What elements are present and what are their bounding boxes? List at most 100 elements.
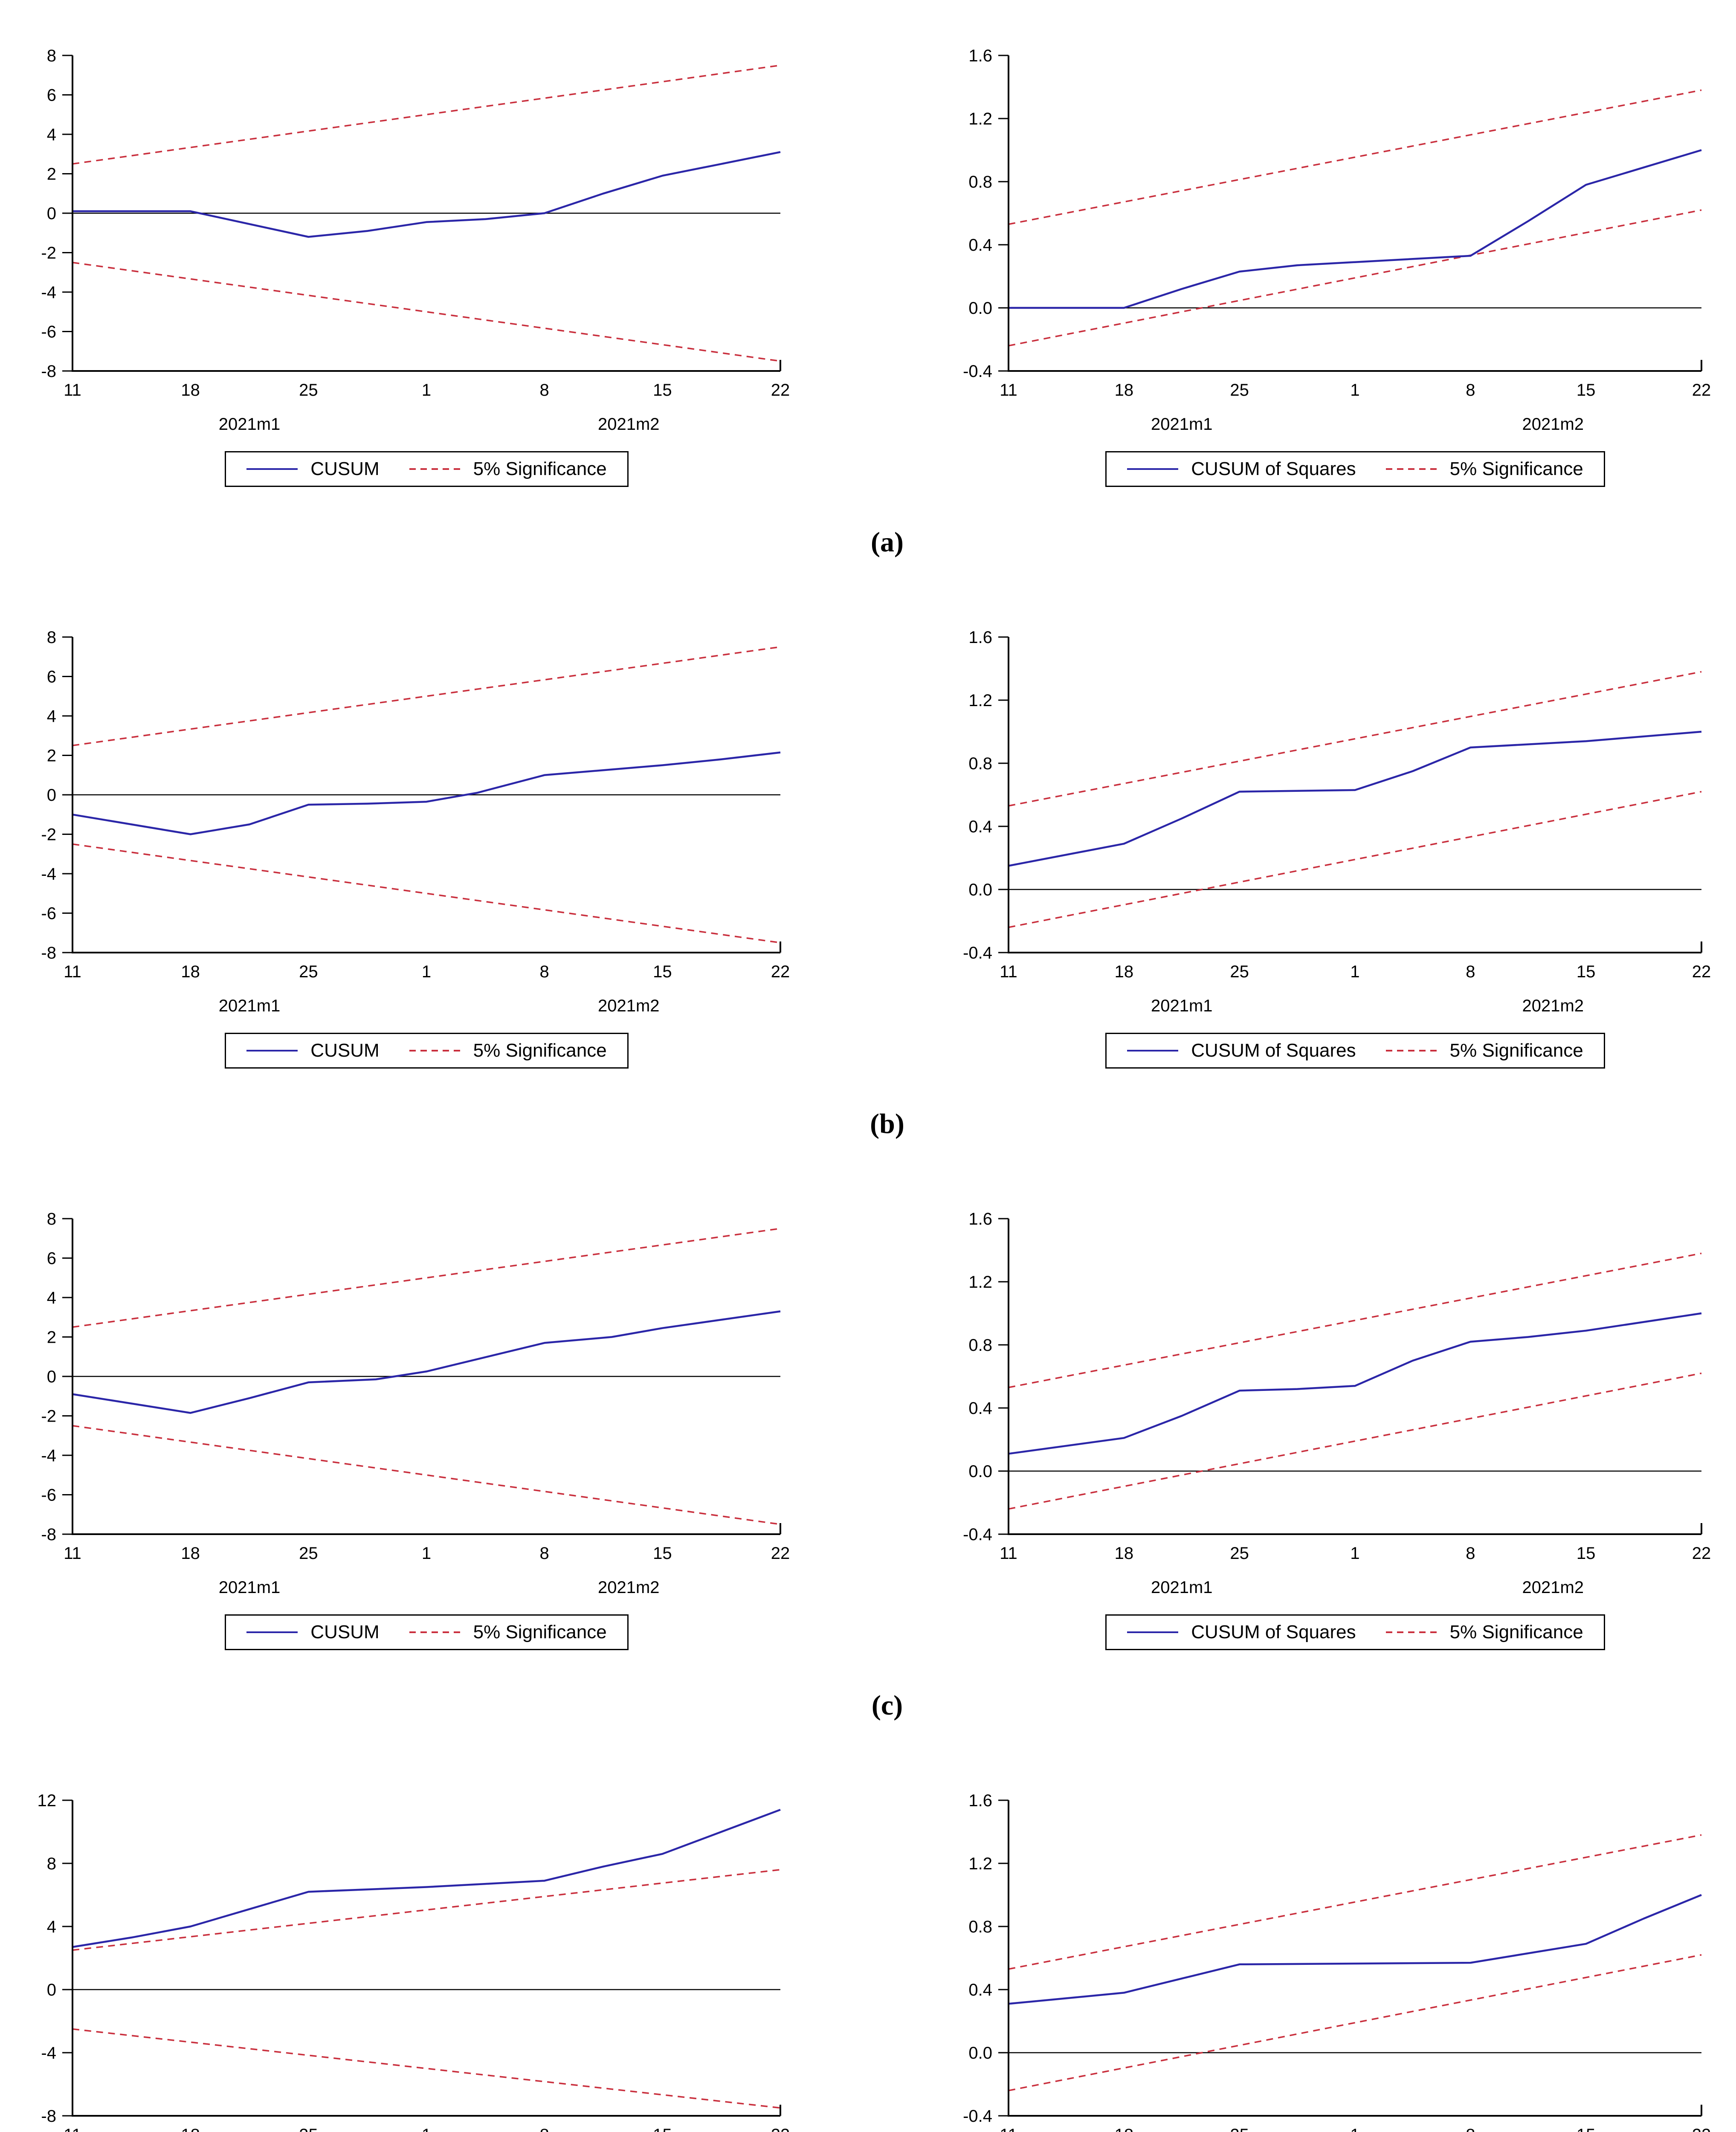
legend-box: CUSUM 5% Significance xyxy=(225,451,629,487)
chart-b-right: 1.6 1.2 0.8 0.4 0.0 -0.4 11 18 25 1 8 15 22 2021m1 202… xyxy=(868,582,1736,1069)
legend-box: CUSUM of Squares 5% Significance xyxy=(1105,451,1605,487)
x-tick-label: 25 xyxy=(299,381,318,400)
legend-label: CUSUM xyxy=(310,458,380,479)
x-tick-label: 18 xyxy=(1115,381,1134,400)
significance-lower-line xyxy=(72,261,781,362)
cusum-of-squares-plot: 1.61.20.80.40.0-0.41118251815222021m1202… xyxy=(963,1791,1711,2132)
chart-a-left: 8 6 4 2 0 -2 -4 -6 -8 11 18 25 1 8 15 22 2021m1 2021m2 CUS… xyxy=(0,0,868,487)
x-tick-label: 15 xyxy=(1577,1544,1596,1563)
x-tick-label: 18 xyxy=(1115,962,1134,981)
x-month-label: 2021m2 xyxy=(1522,1578,1584,1597)
chart-c-right: 1.6 1.2 0.8 0.4 0.0 -0.4 11 18 25 1 8 15 22 2021m1 202… xyxy=(868,1163,1736,1650)
x-tick-label: 11 xyxy=(64,1544,81,1563)
significance-lower-line xyxy=(1008,1954,1702,2091)
cusum-line xyxy=(72,751,781,835)
y-tick-label: 0.0 xyxy=(968,1462,992,1481)
y-tick-label: 0.0 xyxy=(968,299,992,318)
x-month-label: 2021m1 xyxy=(219,1578,281,1597)
significance-upper-line xyxy=(72,1228,781,1328)
legend-item: CUSUM xyxy=(246,1040,380,1061)
legend-item: CUSUM of Squares xyxy=(1127,1040,1356,1061)
y-tick-label: -4 xyxy=(41,2044,56,2062)
y-tick-label: -0.4 xyxy=(963,362,992,381)
figure-row-c: 8 6 4 2 0 -2 -4 -6 -8 11 18 25 1 8 15 22 2021m1 2021m2 CUS… xyxy=(0,1163,1736,1745)
y-tick-label: 4 xyxy=(47,707,56,726)
x-tick-label: 22 xyxy=(1692,1544,1711,1563)
x-tick-label: 25 xyxy=(1230,962,1249,981)
y-tick-label: 6 xyxy=(47,1249,56,1268)
x-tick-label: 25 xyxy=(1230,1544,1249,1563)
y-tick-label: 0.4 xyxy=(968,817,992,836)
legend-label: 5% Significance xyxy=(473,1040,607,1061)
x-tick-label: 15 xyxy=(653,1544,672,1563)
x-tick-label: 15 xyxy=(1577,962,1596,981)
legend-label: 5% Significance xyxy=(473,1622,607,1642)
x-tick-label: 11 xyxy=(64,381,81,400)
y-tick-label: -0.4 xyxy=(963,2107,992,2126)
legend-label: CUSUM xyxy=(310,1622,380,1642)
x-tick-label: 15 xyxy=(1577,381,1596,400)
legend-item: 5% Significance xyxy=(1385,1622,1583,1643)
y-tick-label: 4 xyxy=(47,1289,56,1307)
x-tick-label: 18 xyxy=(1115,1544,1134,1563)
legend-label: 5% Significance xyxy=(473,458,607,479)
x-tick-label: 8 xyxy=(540,2126,549,2132)
x-tick-label: 22 xyxy=(771,1544,790,1563)
significance-lower-line xyxy=(72,2028,781,2109)
x-month-label: 2021m2 xyxy=(598,1578,660,1597)
y-tick-label: -2 xyxy=(41,826,56,844)
y-tick-label: -6 xyxy=(41,904,56,923)
y-tick-label: -0.4 xyxy=(963,1525,992,1544)
panel-label-c: (c) xyxy=(871,1690,903,1721)
x-tick-label: 1 xyxy=(422,381,431,400)
x-tick-label: 15 xyxy=(653,2126,672,2132)
legend-box: CUSUM 5% Significance xyxy=(225,1614,629,1650)
legend-label: 5% Significance xyxy=(1449,458,1583,479)
y-tick-label: 0.8 xyxy=(968,1918,992,1936)
cusum-line-sample-icon xyxy=(1127,1631,1179,1633)
x-tick-label: 8 xyxy=(540,1544,549,1563)
y-tick-label: 8 xyxy=(47,1854,56,1873)
y-tick-label: 0 xyxy=(47,1981,56,1999)
y-tick-label: 0 xyxy=(47,204,56,223)
y-tick-label: 0 xyxy=(47,786,56,805)
y-tick-label: -4 xyxy=(41,865,56,884)
legend-item: CUSUM of Squares xyxy=(1127,1622,1356,1643)
y-tick-label: -8 xyxy=(41,2107,56,2126)
significance-upper-line xyxy=(1008,89,1702,225)
x-tick-label: 1 xyxy=(1350,1544,1359,1563)
x-month-label: 2021m2 xyxy=(1522,415,1584,434)
y-tick-label: 0.4 xyxy=(968,236,992,255)
y-tick-label: 2 xyxy=(47,165,56,184)
x-month-label: 2021m2 xyxy=(598,415,660,434)
x-tick-label: 11 xyxy=(64,962,81,981)
chart-b-left: 8 6 4 2 0 -2 -4 -6 -8 11 18 25 1 8 15 22 2021m1 2021m2 CUS… xyxy=(0,582,868,1069)
y-tick-label: 6 xyxy=(47,86,56,105)
charts-row-d: 12840-4-81118251815222021m12021m2CUSUM5%… xyxy=(0,1745,1736,2132)
x-month-label: 2021m2 xyxy=(1522,996,1584,1015)
x-tick-label: 1 xyxy=(422,962,431,981)
significance-line-sample-icon xyxy=(1385,468,1437,470)
figure-row-b: 8 6 4 2 0 -2 -4 -6 -8 11 18 25 1 8 15 22 2021m1 2021m2 CUS… xyxy=(0,582,1736,1163)
legend-label: CUSUM of Squares xyxy=(1191,458,1356,479)
x-tick-label: 11 xyxy=(1000,381,1017,400)
y-tick-label: 0.4 xyxy=(968,1399,992,1418)
y-tick-label: 1.6 xyxy=(968,628,992,647)
charts-row-b: 8 6 4 2 0 -2 -4 -6 -8 11 18 25 1 8 15 22 2021m1 2021m2 CUS… xyxy=(0,582,1736,1069)
significance-upper-line xyxy=(1008,1834,1702,1970)
y-tick-label: 8 xyxy=(47,1210,56,1228)
y-tick-label: 0.4 xyxy=(968,1981,992,1999)
panel-label-a: (a) xyxy=(871,527,904,558)
cusum-line-sample-icon xyxy=(246,468,298,470)
legend-box: CUSUM 5% Significance xyxy=(225,1033,629,1069)
x-tick-label: 18 xyxy=(181,962,200,981)
x-tick-label: 11 xyxy=(64,2126,81,2132)
x-tick-label: 22 xyxy=(771,381,790,400)
chart-c-left: 8 6 4 2 0 -2 -4 -6 -8 11 18 25 1 8 15 22 2021m1 2021m2 CUS… xyxy=(0,1163,868,1650)
significance-upper-line xyxy=(72,1869,781,1951)
y-tick-label: 4 xyxy=(47,125,56,144)
significance-line-sample-icon xyxy=(409,1631,461,1633)
x-month-label: 2021m1 xyxy=(219,415,281,434)
